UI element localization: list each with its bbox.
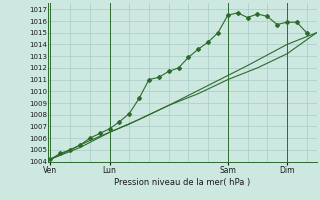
X-axis label: Pression niveau de la mer( hPa ): Pression niveau de la mer( hPa ) <box>114 178 251 187</box>
